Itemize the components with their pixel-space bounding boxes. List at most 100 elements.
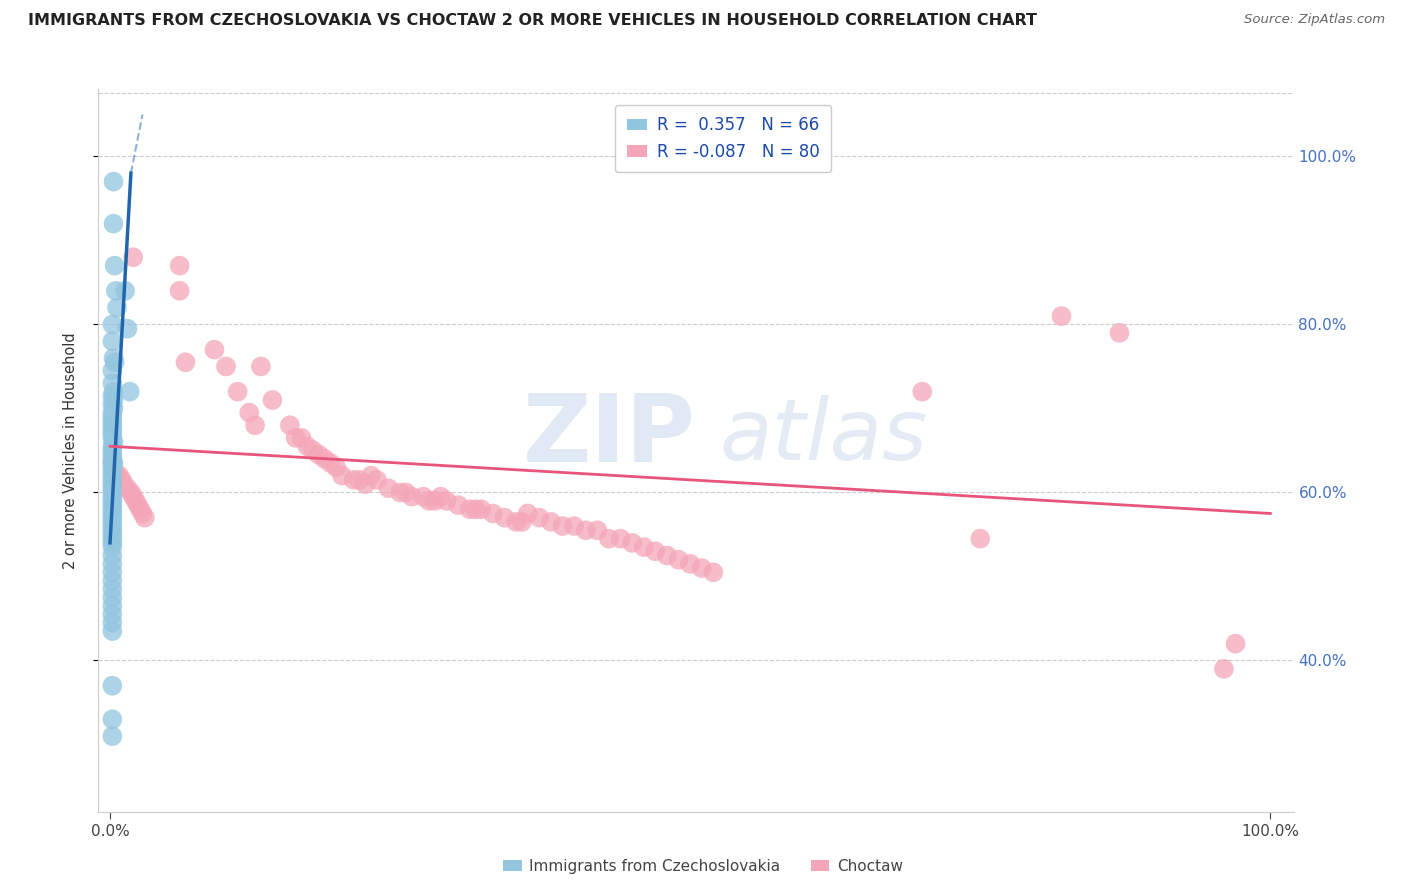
Point xyxy=(429,490,451,504)
Point xyxy=(516,507,538,521)
Point xyxy=(169,284,191,298)
Point xyxy=(325,460,347,475)
Point xyxy=(1108,326,1130,340)
Point xyxy=(101,519,124,533)
Point xyxy=(101,507,124,521)
Point xyxy=(529,510,551,524)
Point xyxy=(366,473,388,487)
Point xyxy=(1050,309,1073,323)
Point xyxy=(101,624,124,639)
Point xyxy=(395,485,418,500)
Point xyxy=(314,451,336,466)
Point xyxy=(262,392,284,407)
Point xyxy=(423,494,446,508)
Point xyxy=(118,384,141,399)
Point xyxy=(114,284,136,298)
Point xyxy=(101,599,124,613)
Point xyxy=(586,523,609,537)
Point xyxy=(101,729,124,743)
Point xyxy=(290,431,312,445)
Point xyxy=(204,343,226,357)
Y-axis label: 2 or more Vehicles in Household: 2 or more Vehicles in Household xyxy=(63,332,77,569)
Point xyxy=(447,498,470,512)
Point xyxy=(103,175,125,189)
Point xyxy=(103,217,125,231)
Point xyxy=(169,259,191,273)
Point xyxy=(510,515,533,529)
Point xyxy=(609,532,631,546)
Point xyxy=(103,435,125,450)
Point xyxy=(101,389,124,403)
Point xyxy=(101,406,124,420)
Point xyxy=(101,582,124,596)
Point xyxy=(101,473,124,487)
Point xyxy=(1212,662,1234,676)
Point xyxy=(343,473,366,487)
Point xyxy=(103,392,125,407)
Point xyxy=(644,544,666,558)
Point xyxy=(101,456,124,470)
Point xyxy=(101,426,124,441)
Point xyxy=(104,284,127,298)
Point xyxy=(101,443,124,458)
Point xyxy=(101,540,124,554)
Point xyxy=(101,481,124,495)
Point xyxy=(103,384,125,399)
Point xyxy=(911,384,934,399)
Point xyxy=(101,679,124,693)
Point xyxy=(690,561,713,575)
Point xyxy=(101,510,124,524)
Point xyxy=(354,477,377,491)
Point xyxy=(482,507,505,521)
Point xyxy=(284,431,307,445)
Point xyxy=(122,250,145,264)
Point xyxy=(562,519,585,533)
Point xyxy=(101,431,124,445)
Point xyxy=(101,460,124,475)
Point xyxy=(679,557,702,571)
Point xyxy=(458,502,481,516)
Point xyxy=(127,498,149,512)
Point xyxy=(103,456,125,470)
Point xyxy=(174,355,197,369)
Point xyxy=(104,355,127,369)
Point xyxy=(103,351,125,365)
Text: ZIP: ZIP xyxy=(523,390,696,482)
Point xyxy=(551,519,574,533)
Point xyxy=(101,515,124,529)
Point xyxy=(101,574,124,588)
Point xyxy=(103,401,125,416)
Point xyxy=(104,259,127,273)
Text: IMMIGRANTS FROM CZECHOSLOVAKIA VS CHOCTAW 2 OR MORE VEHICLES IN HOUSEHOLD CORREL: IMMIGRANTS FROM CZECHOSLOVAKIA VS CHOCTA… xyxy=(28,13,1038,29)
Point xyxy=(349,473,371,487)
Point xyxy=(668,552,690,566)
Legend: R =  0.357   N = 66, R = -0.087   N = 80: R = 0.357 N = 66, R = -0.087 N = 80 xyxy=(614,104,831,172)
Point xyxy=(360,468,382,483)
Point xyxy=(105,468,128,483)
Point xyxy=(101,536,124,550)
Point xyxy=(101,532,124,546)
Point xyxy=(494,510,516,524)
Point xyxy=(101,409,124,424)
Point xyxy=(105,301,128,315)
Point xyxy=(418,494,440,508)
Point xyxy=(401,490,423,504)
Point xyxy=(470,502,492,516)
Point xyxy=(101,422,124,436)
Legend: Immigrants from Czechoslovakia, Choctaw: Immigrants from Czechoslovakia, Choctaw xyxy=(498,853,908,880)
Point xyxy=(101,465,124,479)
Point xyxy=(319,456,342,470)
Point xyxy=(633,540,655,554)
Point xyxy=(278,418,301,433)
Point xyxy=(101,485,124,500)
Text: atlas: atlas xyxy=(720,394,928,477)
Point xyxy=(117,481,139,495)
Point xyxy=(101,376,124,391)
Point xyxy=(112,477,135,491)
Point xyxy=(330,468,353,483)
Point xyxy=(101,318,124,332)
Point xyxy=(412,490,434,504)
Point xyxy=(1225,637,1247,651)
Point xyxy=(250,359,273,374)
Point xyxy=(117,321,139,335)
